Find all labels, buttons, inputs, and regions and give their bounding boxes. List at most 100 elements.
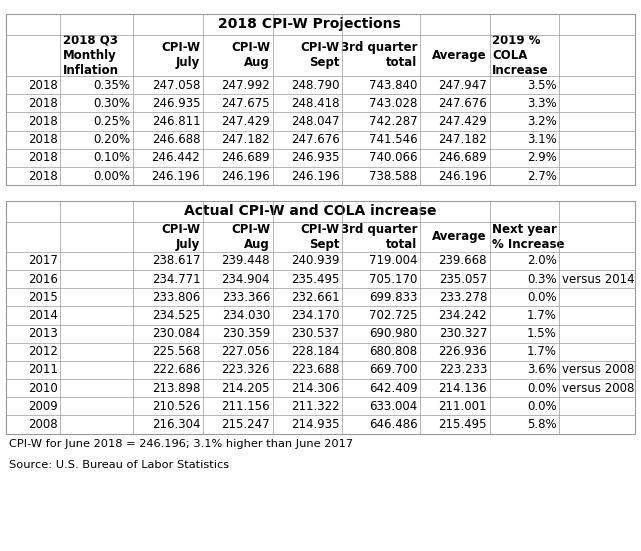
Text: Average: Average — [433, 49, 487, 62]
Text: versus 2008: versus 2008 — [562, 382, 635, 395]
Text: 2.7%: 2.7% — [527, 170, 557, 182]
Text: 247.992: 247.992 — [221, 79, 270, 91]
Text: 742.287: 742.287 — [369, 115, 417, 128]
Text: 3.6%: 3.6% — [527, 364, 557, 376]
Text: 240.939: 240.939 — [291, 255, 340, 267]
Text: 3.2%: 3.2% — [527, 115, 557, 128]
Text: 232.661: 232.661 — [291, 291, 340, 304]
Text: 234.771: 234.771 — [152, 273, 200, 285]
Text: 234.525: 234.525 — [152, 309, 200, 322]
Text: 246.196: 246.196 — [438, 170, 487, 182]
Text: 0.3%: 0.3% — [527, 273, 557, 285]
Text: 234.904: 234.904 — [222, 273, 270, 285]
Text: 216.304: 216.304 — [152, 418, 200, 431]
Text: versus 2014: versus 2014 — [562, 273, 635, 285]
Text: 223.233: 223.233 — [438, 364, 487, 376]
Text: Average: Average — [433, 230, 487, 243]
Text: 246.689: 246.689 — [221, 152, 270, 164]
Text: 239.448: 239.448 — [222, 255, 270, 267]
Text: 247.182: 247.182 — [438, 133, 487, 146]
Text: 211.001: 211.001 — [438, 400, 487, 413]
Text: 238.617: 238.617 — [152, 255, 200, 267]
Text: 2018 CPI-W Projections: 2018 CPI-W Projections — [219, 17, 401, 31]
Text: 223.326: 223.326 — [222, 364, 270, 376]
Text: 247.676: 247.676 — [438, 97, 487, 110]
Text: 247.676: 247.676 — [291, 133, 340, 146]
Text: Next year
% Increase: Next year % Increase — [492, 223, 565, 251]
Text: 233.366: 233.366 — [222, 291, 270, 304]
Text: versus 2008: versus 2008 — [562, 364, 635, 376]
Text: 247.429: 247.429 — [438, 115, 487, 128]
Text: 247.058: 247.058 — [152, 79, 200, 91]
Text: 246.688: 246.688 — [152, 133, 200, 146]
Text: 2018: 2018 — [28, 79, 58, 91]
Text: 0.20%: 0.20% — [94, 133, 131, 146]
Text: 0.00%: 0.00% — [94, 170, 131, 182]
Text: 247.947: 247.947 — [438, 79, 487, 91]
Text: 669.700: 669.700 — [369, 364, 417, 376]
Text: 2018: 2018 — [28, 133, 58, 146]
Text: 0.30%: 0.30% — [94, 97, 131, 110]
Text: 0.0%: 0.0% — [527, 382, 557, 395]
Text: CPI-W
July: CPI-W July — [161, 41, 200, 69]
Text: 228.184: 228.184 — [291, 345, 340, 358]
Text: 2018: 2018 — [28, 97, 58, 110]
Text: Actual CPI-W and COLA increase: Actual CPI-W and COLA increase — [183, 204, 436, 218]
Text: 246.196: 246.196 — [151, 170, 200, 182]
Text: 230.084: 230.084 — [152, 327, 200, 340]
Text: 699.833: 699.833 — [369, 291, 417, 304]
Text: 235.057: 235.057 — [439, 273, 487, 285]
Text: 246.196: 246.196 — [291, 170, 340, 182]
Text: 234.242: 234.242 — [438, 309, 487, 322]
Text: 2012: 2012 — [28, 345, 58, 358]
Text: 230.537: 230.537 — [292, 327, 340, 340]
Text: 646.486: 646.486 — [369, 418, 417, 431]
Text: 1.7%: 1.7% — [527, 309, 557, 322]
Text: 741.546: 741.546 — [369, 133, 417, 146]
Text: 2010: 2010 — [28, 382, 58, 395]
Text: 3.1%: 3.1% — [527, 133, 557, 146]
Text: 230.359: 230.359 — [222, 327, 270, 340]
Text: 642.409: 642.409 — [369, 382, 417, 395]
Text: 210.526: 210.526 — [152, 400, 200, 413]
Text: 2008: 2008 — [28, 418, 58, 431]
Text: 214.136: 214.136 — [438, 382, 487, 395]
Text: 2013: 2013 — [28, 327, 58, 340]
Text: 246.811: 246.811 — [152, 115, 200, 128]
Text: 247.429: 247.429 — [221, 115, 270, 128]
Text: 2017: 2017 — [28, 255, 58, 267]
Text: 1.5%: 1.5% — [527, 327, 557, 340]
Text: 214.205: 214.205 — [222, 382, 270, 395]
Text: 3.5%: 3.5% — [527, 79, 557, 91]
Text: 702.725: 702.725 — [369, 309, 417, 322]
Text: 248.047: 248.047 — [291, 115, 340, 128]
Text: 3.3%: 3.3% — [527, 97, 557, 110]
Text: 2018: 2018 — [28, 152, 58, 164]
Text: 743.840: 743.840 — [369, 79, 417, 91]
Text: 234.170: 234.170 — [291, 309, 340, 322]
Text: 211.156: 211.156 — [221, 400, 270, 413]
Text: 234.030: 234.030 — [222, 309, 270, 322]
Text: 633.004: 633.004 — [369, 400, 417, 413]
Text: 247.675: 247.675 — [221, 97, 270, 110]
Text: 222.686: 222.686 — [152, 364, 200, 376]
Text: 223.688: 223.688 — [292, 364, 340, 376]
Text: 3rd quarter
total: 3rd quarter total — [341, 41, 417, 69]
Text: 248.790: 248.790 — [291, 79, 340, 91]
Text: 225.568: 225.568 — [152, 345, 200, 358]
Text: 2.0%: 2.0% — [527, 255, 557, 267]
Text: 230.327: 230.327 — [438, 327, 487, 340]
Text: 246.689: 246.689 — [438, 152, 487, 164]
Text: 743.028: 743.028 — [369, 97, 417, 110]
Text: 246.442: 246.442 — [151, 152, 200, 164]
Text: 2016: 2016 — [28, 273, 58, 285]
Text: CPI-W
July: CPI-W July — [161, 223, 200, 251]
Text: 235.495: 235.495 — [292, 273, 340, 285]
Text: 214.935: 214.935 — [291, 418, 340, 431]
Text: 213.898: 213.898 — [152, 382, 200, 395]
Text: 214.306: 214.306 — [291, 382, 340, 395]
Text: 246.935: 246.935 — [152, 97, 200, 110]
Text: 3rd quarter
total: 3rd quarter total — [341, 223, 417, 251]
Text: 211.322: 211.322 — [291, 400, 340, 413]
Text: CPI-W
Aug: CPI-W Aug — [231, 41, 270, 69]
